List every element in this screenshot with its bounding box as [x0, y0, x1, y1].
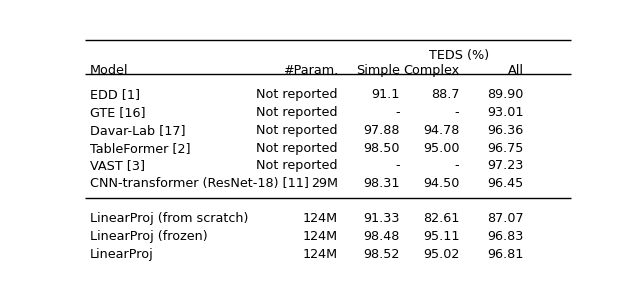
- Text: Davar-Lab [17]: Davar-Lab [17]: [90, 124, 186, 137]
- Text: 98.50: 98.50: [364, 142, 400, 155]
- Text: 91.33: 91.33: [364, 212, 400, 225]
- Text: CNN-transformer (ResNet-18) [11]: CNN-transformer (ResNet-18) [11]: [90, 177, 308, 190]
- Text: 96.75: 96.75: [488, 142, 524, 155]
- Text: 95.11: 95.11: [423, 230, 460, 243]
- Text: 95.00: 95.00: [423, 142, 460, 155]
- Text: 96.45: 96.45: [488, 177, 524, 190]
- Text: 124M: 124M: [303, 230, 338, 243]
- Text: 97.88: 97.88: [364, 124, 400, 137]
- Text: LinearProj: LinearProj: [90, 248, 154, 261]
- Text: -: -: [455, 159, 460, 172]
- Text: #Param.: #Param.: [283, 64, 338, 77]
- Text: -: -: [396, 159, 400, 172]
- Text: 98.31: 98.31: [364, 177, 400, 190]
- Text: Simple: Simple: [356, 64, 400, 77]
- Text: -: -: [455, 106, 460, 119]
- Text: EDD [1]: EDD [1]: [90, 88, 140, 101]
- Text: 96.81: 96.81: [488, 248, 524, 261]
- Text: Complex: Complex: [403, 64, 460, 77]
- Text: Not reported: Not reported: [257, 142, 338, 155]
- Text: -: -: [396, 106, 400, 119]
- Text: Not reported: Not reported: [257, 159, 338, 172]
- Text: 94.78: 94.78: [423, 124, 460, 137]
- Text: Not reported: Not reported: [257, 124, 338, 137]
- Text: LinearProj (from scratch): LinearProj (from scratch): [90, 212, 248, 225]
- Text: 95.02: 95.02: [423, 248, 460, 261]
- Text: 96.83: 96.83: [488, 230, 524, 243]
- Text: Not reported: Not reported: [257, 106, 338, 119]
- Text: 82.61: 82.61: [423, 212, 460, 225]
- Text: LinearProj (frozen): LinearProj (frozen): [90, 230, 207, 243]
- Text: 93.01: 93.01: [488, 106, 524, 119]
- Text: 97.23: 97.23: [488, 159, 524, 172]
- Text: 87.07: 87.07: [487, 212, 524, 225]
- Text: 94.50: 94.50: [423, 177, 460, 190]
- Text: 124M: 124M: [303, 248, 338, 261]
- Text: 124M: 124M: [303, 212, 338, 225]
- Text: 89.90: 89.90: [488, 88, 524, 101]
- Text: Model: Model: [90, 64, 129, 77]
- Text: All: All: [508, 64, 524, 77]
- Text: 96.36: 96.36: [488, 124, 524, 137]
- Text: 91.1: 91.1: [372, 88, 400, 101]
- Text: GTE [16]: GTE [16]: [90, 106, 145, 119]
- Text: TableFormer [2]: TableFormer [2]: [90, 142, 191, 155]
- Text: Not reported: Not reported: [257, 88, 338, 101]
- Text: TEDS (%): TEDS (%): [429, 49, 490, 62]
- Text: 98.52: 98.52: [364, 248, 400, 261]
- Text: 29M: 29M: [311, 177, 338, 190]
- Text: 88.7: 88.7: [431, 88, 460, 101]
- Text: VAST [3]: VAST [3]: [90, 159, 145, 172]
- Text: 98.48: 98.48: [364, 230, 400, 243]
